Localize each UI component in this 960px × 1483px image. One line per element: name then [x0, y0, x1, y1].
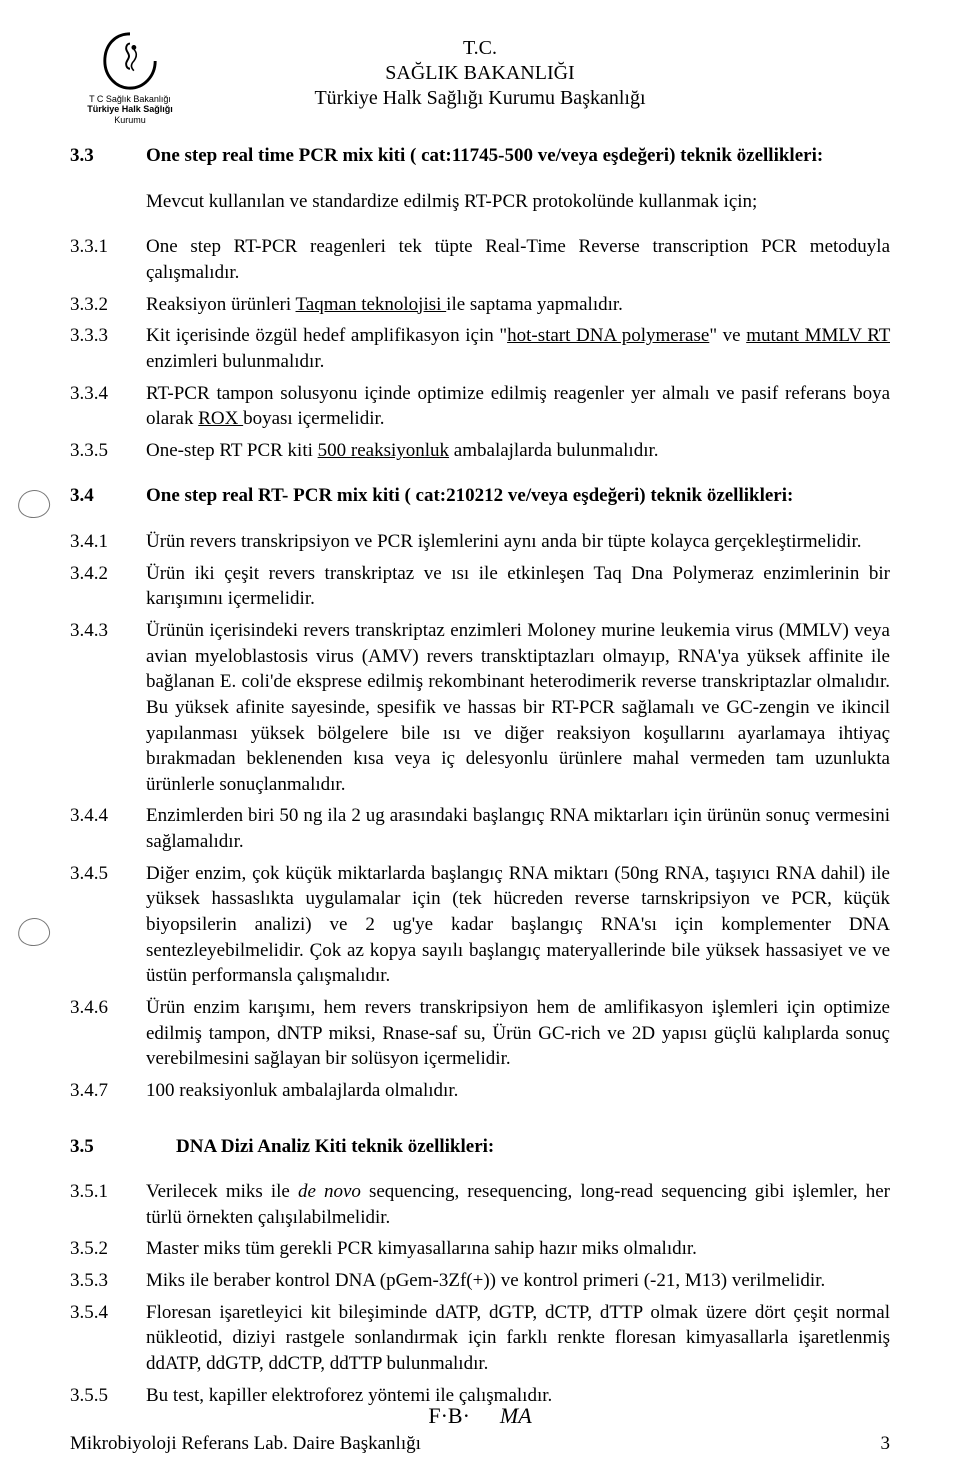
logo-icon — [99, 30, 161, 92]
item-3-5-2: 3.5.2 Master miks tüm gerekli PCR kimyas… — [70, 1236, 890, 1262]
item-3-3-3: 3.3.3 Kit içerisinde özgül hedef amplifi… — [70, 323, 890, 374]
item-3-4-3: 3.4.3 Ürünün içerisindeki revers transkr… — [70, 618, 890, 797]
item-3-4-4: 3.4.4 Enzimlerden biri 50 ng ila 2 ug ar… — [70, 803, 890, 854]
text-3-5-4: Floresan işaretleyici kit bileşiminde dA… — [146, 1300, 890, 1377]
margin-mark-icon — [17, 488, 52, 519]
heading-3-4: One step real RT- PCR mix kiti ( cat:210… — [146, 483, 890, 509]
num-3-5-1: 3.5.1 — [70, 1179, 146, 1230]
text-3-3-1: One step RT-PCR reagenleri tek tüpte Rea… — [146, 234, 890, 285]
text-3-5-1: Verilecek miks ile de novo sequencing, r… — [146, 1179, 890, 1230]
item-3-3-4: 3.3.4 RT-PCR tampon solusyonu içinde opt… — [70, 381, 890, 432]
section-3-4-heading: 3.4 One step real RT- PCR mix kiti ( cat… — [70, 483, 890, 509]
page-number: 3 — [881, 1433, 891, 1455]
item-3-4-7: 3.4.7 100 reaksiyonluk ambalajlarda olma… — [70, 1078, 890, 1104]
intro-3-3: Mevcut kullanılan ve standardize edilmiş… — [146, 189, 890, 215]
item-3-3-5: 3.3.5 One-step RT PCR kiti 500 reaksiyon… — [70, 438, 890, 464]
num-3-4-3: 3.4.3 — [70, 618, 146, 797]
text-3-3-3: Kit içerisinde özgül hedef amplifikasyon… — [146, 323, 890, 374]
text-3-4-5: Diğer enzim, çok küçük miktarlarda başla… — [146, 861, 890, 989]
logo-text-2: Türkiye Halk Sağlığı — [70, 104, 190, 114]
section-3-5-heading: 3.5 DNA Dizi Analiz Kiti teknik özellikl… — [70, 1134, 890, 1160]
margin-mark-icon — [17, 916, 52, 947]
signature-1: F·B· — [428, 1403, 470, 1429]
num-3-5-5: 3.5.5 — [70, 1383, 146, 1409]
text-3-4-7: 100 reaksiyonluk ambalajlarda olmalıdır. — [146, 1078, 890, 1104]
logo-text-1: T C Sağlık Bakanlığı — [70, 94, 190, 104]
text-3-3-5: One-step RT PCR kiti 500 reaksiyonluk am… — [146, 438, 890, 464]
title-line-3: Türkiye Halk Sağlığı Kurumu Başkanlığı — [190, 86, 770, 111]
num-3-3: 3.3 — [70, 143, 146, 169]
page: T C Sağlık Bakanlığı Türkiye Halk Sağlığ… — [0, 0, 960, 1483]
heading-3-5: DNA Dizi Analiz Kiti teknik özellikleri: — [146, 1134, 890, 1160]
num-3-3-3: 3.3.3 — [70, 323, 146, 374]
num-3-5-4: 3.5.4 — [70, 1300, 146, 1377]
num-3-4-5: 3.4.5 — [70, 861, 146, 989]
num-3-5: 3.5 — [70, 1134, 146, 1160]
text-3-4-1: Ürün revers transkripsiyon ve PCR işleml… — [146, 529, 890, 555]
num-3-3-1: 3.3.1 — [70, 234, 146, 285]
footer: Mikrobiyoloji Referans Lab. Daire Başkan… — [70, 1433, 890, 1455]
num-3-5-3: 3.5.3 — [70, 1268, 146, 1294]
text-3-4-2: Ürün iki çeşit revers transkriptaz ve ıs… — [146, 561, 890, 612]
title-line-1: T.C. — [190, 36, 770, 61]
text-3-3-2: Reaksiyon ürünleri Taqman teknolojisi il… — [146, 292, 890, 318]
text-3-5-3: Miks ile beraber kontrol DNA (pGem-3Zf(+… — [146, 1268, 890, 1294]
num-3-4-6: 3.4.6 — [70, 995, 146, 1072]
num-3-4-1: 3.4.1 — [70, 529, 146, 555]
title-block: T.C. SAĞLIK BAKANLIĞI Türkiye Halk Sağlı… — [190, 30, 770, 111]
item-3-5-4: 3.5.4 Floresan işaretleyici kit bileşimi… — [70, 1300, 890, 1377]
text-3-4-4: Enzimlerden biri 50 ng ila 2 ug arasında… — [146, 803, 890, 854]
item-3-4-2: 3.4.2 Ürün iki çeşit revers transkriptaz… — [70, 561, 890, 612]
num-3-5-2: 3.5.2 — [70, 1236, 146, 1262]
num-3-3-4: 3.3.4 — [70, 381, 146, 432]
text-3-4-6: Ürün enzim karışımı, hem revers transkri… — [146, 995, 890, 1072]
num-3-3-2: 3.3.2 — [70, 292, 146, 318]
item-3-3-2: 3.3.2 Reaksiyon ürünleri Taqman teknoloj… — [70, 292, 890, 318]
logo-block: T C Sağlık Bakanlığı Türkiye Halk Sağlığ… — [70, 30, 190, 125]
text-3-4-3: Ürünün içerisindeki revers transkriptaz … — [146, 618, 890, 797]
item-3-3-1: 3.3.1 One step RT-PCR reagenleri tek tüp… — [70, 234, 890, 285]
title-line-2: SAĞLIK BAKANLIĞI — [190, 61, 770, 86]
header: T C Sağlık Bakanlığı Türkiye Halk Sağlığ… — [70, 30, 890, 125]
section-3-3-intro: Mevcut kullanılan ve standardize edilmiş… — [70, 189, 890, 215]
signature-2: MA — [500, 1403, 532, 1429]
item-3-4-1: 3.4.1 Ürün revers transkripsiyon ve PCR … — [70, 529, 890, 555]
signatures: F·B· MA — [428, 1403, 531, 1429]
item-3-5-1: 3.5.1 Verilecek miks ile de novo sequenc… — [70, 1179, 890, 1230]
item-3-4-6: 3.4.6 Ürün enzim karışımı, hem revers tr… — [70, 995, 890, 1072]
num-3-4-4: 3.4.4 — [70, 803, 146, 854]
text-3-3-4: RT-PCR tampon solusyonu içinde optimize … — [146, 381, 890, 432]
logo-text-3: Kurumu — [70, 115, 190, 125]
heading-3-3: One step real time PCR mix kiti ( cat:11… — [146, 143, 890, 169]
text-3-5-2: Master miks tüm gerekli PCR kimyasalları… — [146, 1236, 890, 1262]
num-3-4: 3.4 — [70, 483, 146, 509]
item-3-5-3: 3.5.3 Miks ile beraber kontrol DNA (pGem… — [70, 1268, 890, 1294]
num-3-4-7: 3.4.7 — [70, 1078, 146, 1104]
item-3-4-5: 3.4.5 Diğer enzim, çok küçük miktarlarda… — [70, 861, 890, 989]
section-3-3-heading: 3.3 One step real time PCR mix kiti ( ca… — [70, 143, 890, 169]
num-3-3-5: 3.3.5 — [70, 438, 146, 464]
num-3-4-2: 3.4.2 — [70, 561, 146, 612]
footer-left: Mikrobiyoloji Referans Lab. Daire Başkan… — [70, 1433, 421, 1455]
